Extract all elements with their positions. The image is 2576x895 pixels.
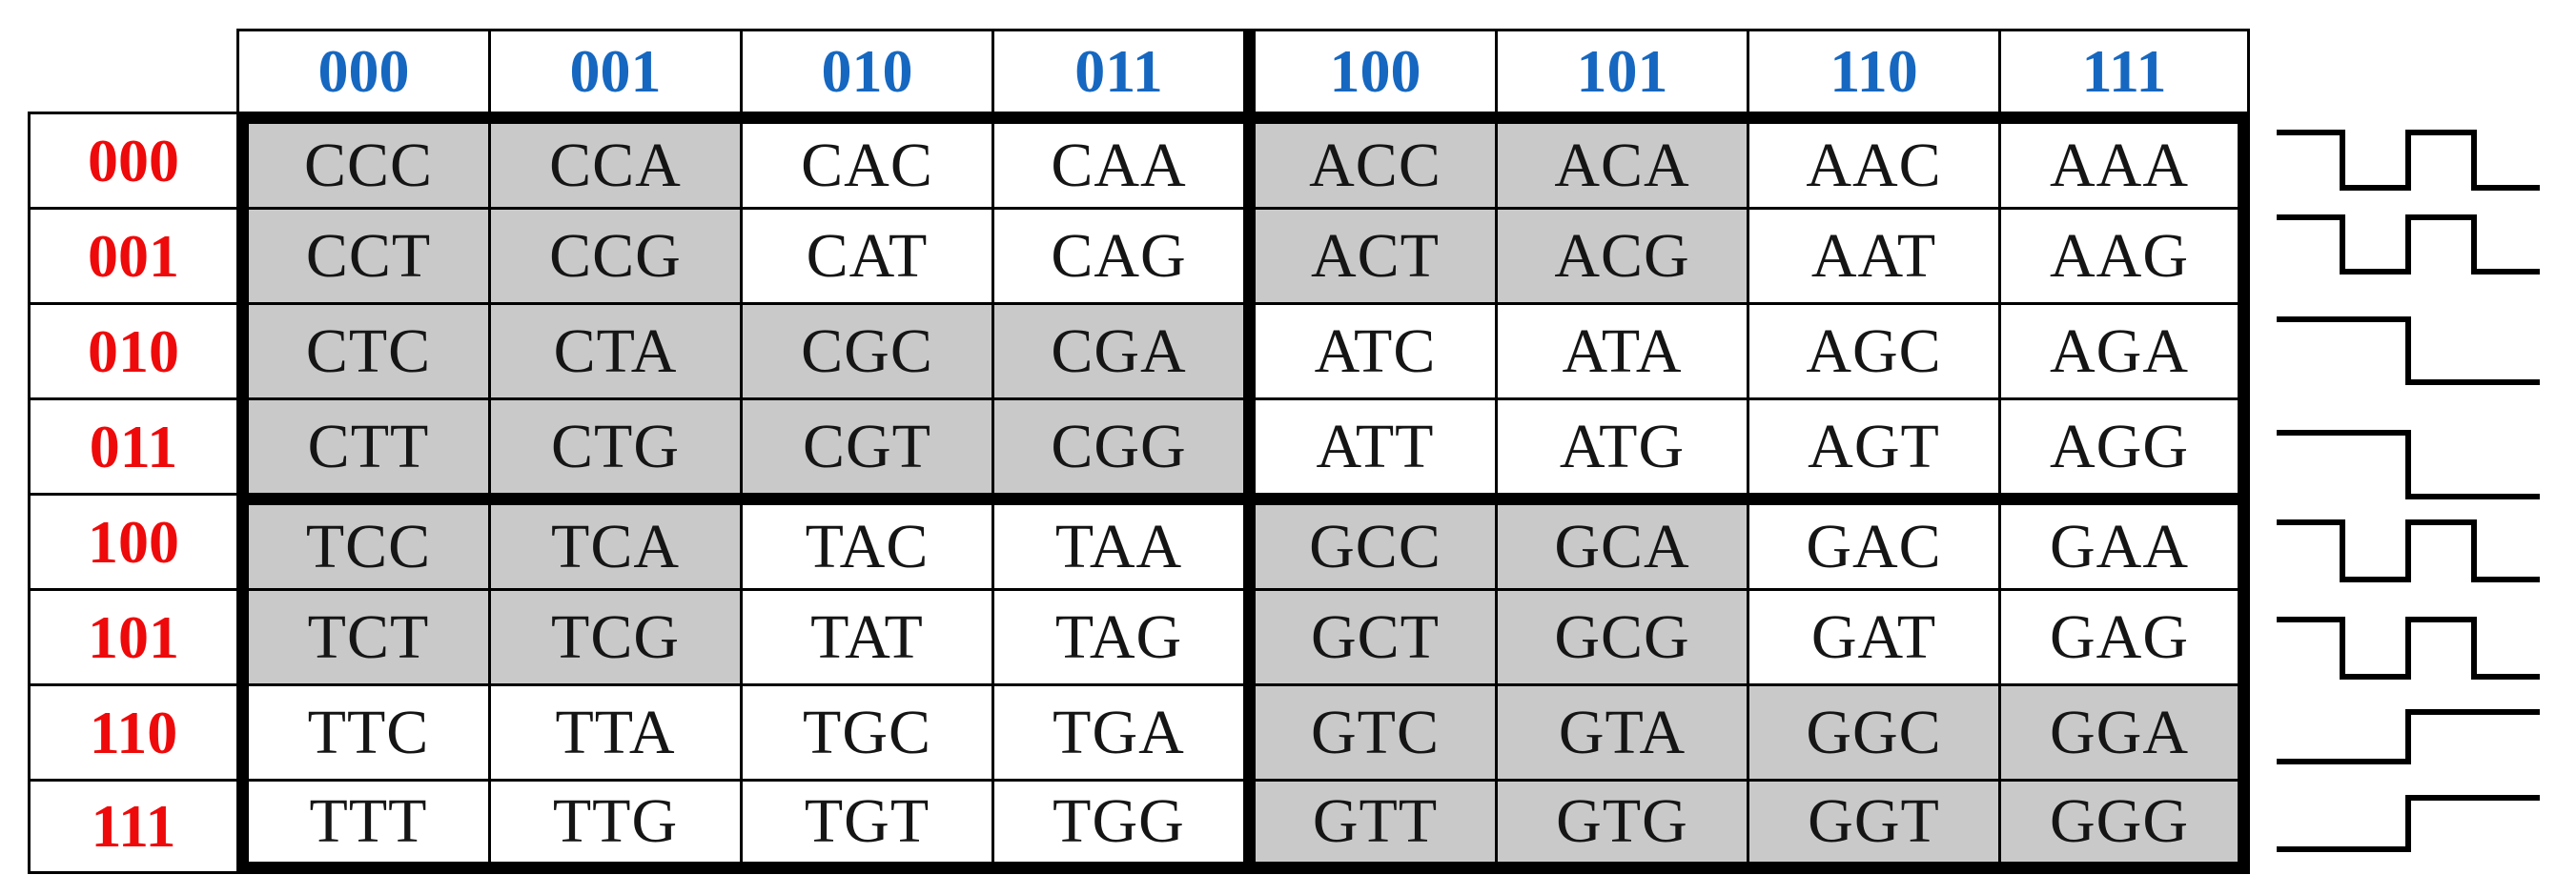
codon-cell-CAT: CAT bbox=[740, 207, 992, 302]
codon-table: 000 001 010 011 100 101 110 111 000 CCC CCA CAC CAA A… bbox=[28, 29, 2250, 874]
codon-cell-AAG: AAG bbox=[1998, 207, 2250, 302]
codon-cell-AGG: AGG bbox=[1998, 397, 2250, 493]
codon-cell-CAC: CAC bbox=[740, 112, 992, 207]
waveform-line bbox=[2277, 130, 2540, 191]
codon-cell-TCT: TCT bbox=[236, 588, 488, 683]
codon-cell-TGG: TGG bbox=[992, 779, 1243, 874]
table-corner-spacer bbox=[28, 29, 236, 112]
codon-cell-CCC: CCC bbox=[236, 112, 488, 207]
codon-cell-ACG: ACG bbox=[1495, 207, 1747, 302]
row-header-010: 010 bbox=[28, 302, 236, 397]
waveform-row-011 bbox=[2277, 397, 2540, 521]
row-header-101: 101 bbox=[28, 588, 236, 683]
codon-cell-TTG: TTG bbox=[488, 779, 740, 874]
codon-cell-GCT: GCT bbox=[1243, 588, 1495, 683]
codon-cell-CTC: CTC bbox=[236, 302, 488, 397]
col-header-111: 111 bbox=[1998, 29, 2250, 112]
codon-cell-CCT: CCT bbox=[236, 207, 488, 302]
waveform-line bbox=[2277, 430, 2540, 499]
waveform-line bbox=[2277, 617, 2540, 680]
waveform-line bbox=[2277, 214, 2540, 275]
codon-cell-TGT: TGT bbox=[740, 779, 992, 874]
codon-cell-ATA: ATA bbox=[1495, 302, 1747, 397]
row-header-011: 011 bbox=[28, 397, 236, 493]
row-header-000: 000 bbox=[28, 112, 236, 207]
codon-cell-TTC: TTC bbox=[236, 683, 488, 779]
codon-cell-GCA: GCA bbox=[1495, 493, 1747, 588]
codon-cell-AAT: AAT bbox=[1747, 207, 1998, 302]
codon-cell-ACA: ACA bbox=[1495, 112, 1747, 207]
codon-cell-TAA: TAA bbox=[992, 493, 1243, 588]
codon-cell-GTT: GTT bbox=[1243, 779, 1495, 874]
codon-cell-AGA: AGA bbox=[1998, 302, 2250, 397]
codon-cell-GCG: GCG bbox=[1495, 588, 1747, 683]
waveform-row-110 bbox=[2277, 683, 2540, 807]
codon-cell-AAC: AAC bbox=[1747, 112, 1998, 207]
codon-cell-GAA: GAA bbox=[1998, 493, 2250, 588]
waveform-row-010 bbox=[2277, 302, 2540, 426]
waveform-row-000 bbox=[2277, 112, 2540, 235]
codon-cell-GAC: GAC bbox=[1747, 493, 1998, 588]
waveform-line bbox=[2277, 519, 2540, 582]
col-header-100: 100 bbox=[1243, 29, 1495, 112]
col-header-001: 001 bbox=[488, 29, 740, 112]
codon-cell-AGC: AGC bbox=[1747, 302, 1998, 397]
codon-cell-GGT: GGT bbox=[1747, 779, 1998, 874]
codon-cell-GGA: GGA bbox=[1998, 683, 2250, 779]
col-header-101: 101 bbox=[1495, 29, 1747, 112]
waveform-row-001 bbox=[2277, 207, 2540, 331]
codon-cell-CGA: CGA bbox=[992, 302, 1243, 397]
codon-cell-CTG: CTG bbox=[488, 397, 740, 493]
waveform-line bbox=[2277, 316, 2540, 385]
codon-cell-CCG: CCG bbox=[488, 207, 740, 302]
codon-cell-TGA: TGA bbox=[992, 683, 1243, 779]
codon-cell-ATG: ATG bbox=[1495, 397, 1747, 493]
codon-cell-CAA: CAA bbox=[992, 112, 1243, 207]
codon-cell-GTC: GTC bbox=[1243, 683, 1495, 779]
codon-cell-TCC: TCC bbox=[236, 493, 488, 588]
codon-cell-GTG: GTG bbox=[1495, 779, 1747, 874]
codon-cell-TTT: TTT bbox=[236, 779, 488, 874]
codon-cell-GGG: GGG bbox=[1998, 779, 2250, 874]
codon-cell-CGT: CGT bbox=[740, 397, 992, 493]
codon-cell-TAG: TAG bbox=[992, 588, 1243, 683]
codon-cell-TGC: TGC bbox=[740, 683, 992, 779]
waveform-line bbox=[2277, 795, 2540, 852]
codon-cell-CTT: CTT bbox=[236, 397, 488, 493]
codon-cell-ACT: ACT bbox=[1243, 207, 1495, 302]
codon-cell-ATT: ATT bbox=[1243, 397, 1495, 493]
codon-cell-GAG: GAG bbox=[1998, 588, 2250, 683]
col-header-010: 010 bbox=[740, 29, 992, 112]
codon-cell-GGC: GGC bbox=[1747, 683, 1998, 779]
codon-cell-TAC: TAC bbox=[740, 493, 992, 588]
codon-cell-CTA: CTA bbox=[488, 302, 740, 397]
row-header-111: 111 bbox=[28, 779, 236, 874]
waveform-row-101 bbox=[2277, 588, 2540, 712]
codon-cell-TAT: TAT bbox=[740, 588, 992, 683]
codon-cell-ACC: ACC bbox=[1243, 112, 1495, 207]
codon-cell-CGC: CGC bbox=[740, 302, 992, 397]
waveform-row-100 bbox=[2277, 493, 2540, 617]
row-header-100: 100 bbox=[28, 493, 236, 588]
codon-cell-AGT: AGT bbox=[1747, 397, 1998, 493]
waveform-row-111 bbox=[2277, 779, 2540, 895]
codon-cell-GAT: GAT bbox=[1747, 588, 1998, 683]
row-header-110: 110 bbox=[28, 683, 236, 779]
col-header-011: 011 bbox=[992, 29, 1243, 112]
waveform-line bbox=[2277, 709, 2540, 764]
codon-cell-AAA: AAA bbox=[1998, 112, 2250, 207]
codon-cell-CCA: CCA bbox=[488, 112, 740, 207]
col-header-110: 110 bbox=[1747, 29, 1998, 112]
codon-cell-CGG: CGG bbox=[992, 397, 1243, 493]
codon-cell-TCG: TCG bbox=[488, 588, 740, 683]
codon-cell-CAG: CAG bbox=[992, 207, 1243, 302]
codon-cell-TCA: TCA bbox=[488, 493, 740, 588]
codon-cell-TTA: TTA bbox=[488, 683, 740, 779]
codon-cell-GTA: GTA bbox=[1495, 683, 1747, 779]
codon-cell-ATC: ATC bbox=[1243, 302, 1495, 397]
codon-cell-GCC: GCC bbox=[1243, 493, 1495, 588]
col-header-000: 000 bbox=[236, 29, 488, 112]
row-header-001: 001 bbox=[28, 207, 236, 302]
